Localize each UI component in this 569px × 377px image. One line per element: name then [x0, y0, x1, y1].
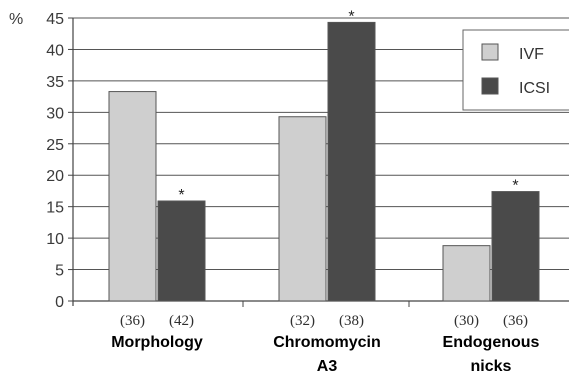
y-tick-label: 35 [46, 74, 64, 91]
sample-size-label: (36) [503, 313, 528, 329]
legend-box [462, 29, 569, 111]
significance-marker: * [512, 178, 518, 195]
y-tick-label: 20 [46, 168, 64, 185]
bar-ivf-2 [442, 245, 491, 302]
y-tick-label: 10 [46, 231, 64, 248]
significance-marker: * [178, 187, 184, 204]
sample-size-label: (32) [290, 313, 315, 329]
bar-ivf-0 [108, 91, 157, 302]
bar-icsi-1 [327, 21, 376, 302]
sample-size-label: (36) [120, 313, 145, 329]
significance-marker: * [348, 8, 354, 25]
y-tick-label: 15 [46, 200, 64, 217]
sample-size-label: (30) [454, 313, 479, 329]
y-tick-label: 40 [46, 42, 64, 59]
bar-icsi-2 [491, 191, 540, 302]
category-label: Endogenous [443, 334, 540, 351]
bar-ivf-1 [278, 116, 327, 302]
y-tick-label: 30 [46, 105, 64, 122]
y-tick-label: 25 [46, 137, 64, 154]
legend-label-icsi: ICSI [519, 80, 550, 97]
category-label: A3 [317, 358, 338, 375]
category-label: Chromomycin [273, 334, 381, 351]
bar-icsi-0 [157, 200, 206, 302]
category-label: nicks [471, 358, 512, 375]
legend-swatch-ivf [481, 43, 499, 61]
sample-size-label: (42) [169, 313, 194, 329]
y-tick-label: 5 [55, 263, 64, 280]
y-axis-unit-label: % [9, 11, 23, 28]
sample-size-label: (38) [339, 313, 364, 329]
y-tick-label: 45 [46, 11, 64, 28]
legend-swatch-icsi [481, 77, 499, 95]
legend-label-ivf: IVF [519, 46, 544, 63]
category-label: Morphology [111, 334, 203, 351]
y-tick-label: 0 [55, 294, 64, 311]
